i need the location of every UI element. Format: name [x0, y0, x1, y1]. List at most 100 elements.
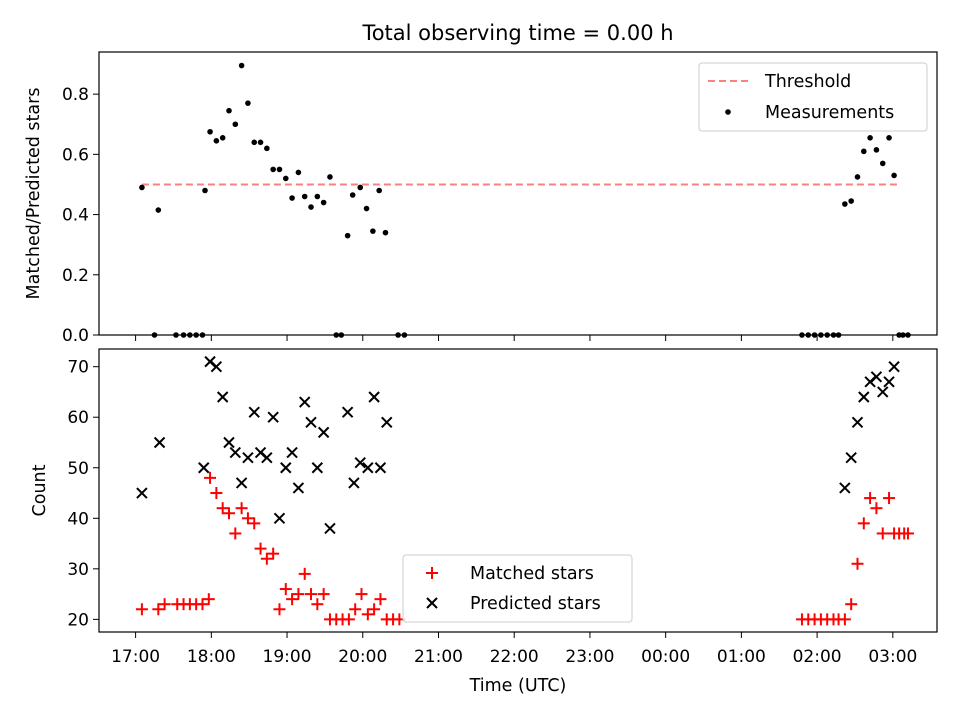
measurement-point — [873, 147, 880, 153]
bottom-y-tick-label: 40 — [67, 509, 89, 529]
x-tick-label: 22:00 — [490, 647, 539, 667]
x-tick-label: 21:00 — [414, 647, 463, 667]
predicted-star-point — [368, 391, 380, 403]
matched-star-point — [260, 552, 273, 565]
predicted-star-point — [286, 446, 298, 459]
predicted-star-point — [261, 451, 273, 464]
predicted-star-point — [280, 462, 292, 474]
matched-star-point — [838, 613, 851, 626]
predicted-star-point — [273, 512, 286, 525]
predicted-star-point — [235, 477, 248, 489]
measurement-point — [327, 174, 333, 180]
measurement-point — [308, 204, 314, 210]
predicted-star-point — [870, 371, 883, 383]
measurement-point — [382, 229, 389, 236]
predicted-star-point — [136, 487, 148, 499]
matched-star-point — [870, 502, 883, 515]
measurement-point — [861, 148, 867, 155]
measurement-point — [276, 166, 283, 173]
matched-star-point — [248, 517, 261, 530]
predicted-star-point — [317, 426, 330, 439]
top-panel: 0.0 0.2 0.4 0.6 0.8 — [62, 51, 938, 346]
measurement-point — [282, 175, 289, 182]
bottom-legend: Matched stars Predicted stars — [402, 554, 633, 623]
predicted-star-point — [851, 416, 864, 428]
measurement-point — [370, 228, 376, 234]
predicted-star-point — [292, 482, 305, 494]
matched-star-point — [851, 557, 864, 570]
top-y-tick-label: 0.4 — [62, 206, 89, 226]
top-y-tick-label: 0.8 — [62, 85, 89, 105]
x-tick-label: 01:00 — [717, 647, 766, 667]
predicted-star-point — [877, 386, 889, 398]
predicted-star-point — [883, 376, 895, 388]
legend-predicted-swatch — [426, 597, 438, 609]
measurement-point — [270, 166, 276, 173]
bottom-y-tick-label: 20 — [67, 610, 89, 630]
x-tick-label: 03:00 — [868, 647, 917, 667]
measurement-point — [320, 199, 327, 206]
legend-measurements-swatch — [725, 109, 731, 115]
measurement-point — [842, 201, 848, 207]
predicted-star-point — [216, 391, 229, 403]
predicted-star-point — [311, 462, 324, 474]
matched-star-point — [202, 593, 215, 606]
predicted-star-point — [242, 451, 254, 464]
measurement-point — [238, 62, 245, 69]
measurement-point — [886, 135, 892, 141]
bottom-y-tick-label: 50 — [67, 459, 89, 479]
x-tick-label: 02:00 — [793, 647, 842, 667]
measurement-point — [848, 198, 854, 204]
predicted-star-point — [845, 451, 857, 464]
x-tick-label: 18:00 — [187, 647, 236, 667]
matched-star-point — [864, 492, 877, 505]
matched-star-point — [254, 542, 267, 555]
bottom-y-tick-label: 70 — [67, 358, 89, 378]
predicted-star-point — [324, 522, 336, 535]
measurement-point — [344, 232, 351, 239]
measurement-point — [376, 187, 382, 194]
measurement-point — [879, 160, 886, 167]
matched-star-point — [210, 487, 223, 500]
top-legend: Threshold Measurements — [698, 62, 928, 132]
chart-title: Total observing time = 0.00 h — [361, 21, 673, 45]
x-tick-label: 20:00 — [338, 647, 387, 667]
legend-predicted-label: Predicted stars — [470, 594, 601, 614]
matched-star-point — [355, 588, 368, 601]
legend-measurements-label: Measurements — [765, 103, 894, 123]
predicted-star-point — [223, 436, 235, 449]
matched-star-point — [216, 502, 229, 515]
predicted-star-point — [888, 360, 900, 373]
matched-star-point — [311, 598, 324, 611]
matched-star-point — [883, 492, 896, 505]
predicted-star-point — [341, 406, 354, 418]
measurement-point — [219, 135, 226, 141]
x-tick-label: 17:00 — [111, 647, 160, 667]
predicted-star-point — [374, 462, 387, 474]
bottom-y-tick-label: 60 — [67, 408, 89, 428]
measurement-point — [202, 187, 208, 194]
measurement-point — [155, 207, 162, 213]
matched-star-point — [317, 588, 330, 601]
measurement-point — [314, 193, 321, 200]
bottom-panel: 17:00 18:00 19:00 20:00 21:00 22:00 23:00 00:00… — [67, 348, 938, 667]
predicted-star-point — [858, 391, 870, 403]
predicted-star-point — [299, 396, 311, 408]
matched-star-point — [241, 512, 254, 525]
measurement-point — [251, 139, 258, 146]
measurement-point — [245, 100, 251, 106]
matched-star-point — [292, 588, 305, 601]
measurement-point — [213, 138, 220, 144]
measurement-point — [257, 139, 264, 146]
matched-star-point — [305, 588, 318, 601]
legend-threshold-label: Threshold — [764, 72, 851, 92]
predicted-star-point — [229, 446, 242, 459]
predicted-star-point — [305, 416, 317, 428]
predicted-star-point — [267, 411, 279, 423]
measurement-point — [363, 205, 370, 212]
matched-star-point — [349, 603, 362, 616]
matched-star-point — [158, 598, 171, 611]
matched-star-point — [368, 603, 381, 616]
x-axis-label: Time (UTC) — [469, 676, 567, 696]
